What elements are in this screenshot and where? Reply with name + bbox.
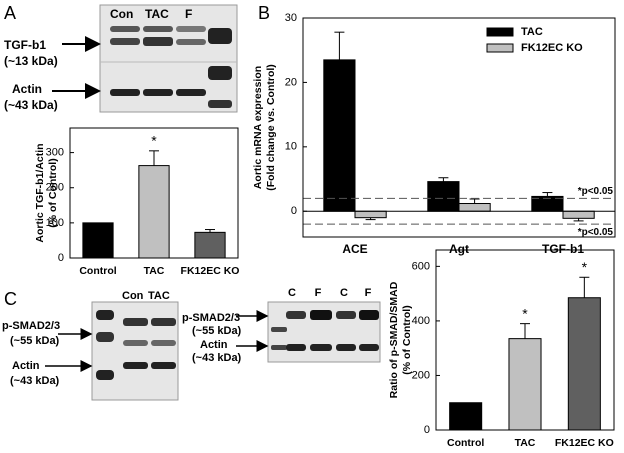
- row-label: Actin: [12, 82, 42, 96]
- y-tick-label: 30: [285, 12, 297, 24]
- panel-label: C: [4, 289, 17, 309]
- bar: [427, 181, 460, 212]
- blot: C F C F p-SMAD2/3 (~55 kDa) Actin (~43 k…: [182, 287, 381, 364]
- plot-frame: [302, 17, 616, 238]
- legend-swatch: [486, 27, 514, 37]
- y-tick-label: 100: [46, 217, 64, 229]
- annotation: *: [151, 133, 157, 149]
- bar: [508, 338, 542, 431]
- bar: [449, 402, 483, 431]
- row-label: p-SMAD2/3: [2, 320, 60, 332]
- bar: [194, 231, 226, 259]
- x-tick-label: FK12EC KO: [555, 437, 614, 449]
- x-tick-label: ACE: [342, 242, 367, 256]
- lane-label: TAC: [148, 290, 170, 302]
- y-tick-label: 300: [46, 147, 64, 159]
- x-tick-label: FK12EC KO: [181, 265, 240, 277]
- bar: [138, 165, 170, 259]
- x-tick-label: TAC: [515, 437, 536, 449]
- blot: Con TAC p-SMAD2/3 (~55 kDa) Actin (~43 k…: [2, 290, 179, 401]
- bar: [323, 59, 356, 212]
- annotation: *: [522, 305, 528, 321]
- lane-label: Con: [110, 7, 133, 21]
- reference-label: *p<0.05: [578, 186, 614, 197]
- bar: [562, 210, 595, 219]
- blot: Con TAC F TGF-b1 (~13 kDa) Actin (~43 kD…: [4, 4, 238, 113]
- row-label: TGF-b1: [4, 38, 46, 52]
- y-tick-label: 0: [58, 252, 64, 264]
- y-axis-label: (% of Control): [47, 158, 59, 227]
- row-label: (~55 kDa): [10, 335, 60, 347]
- x-tick-label: Agt: [449, 242, 469, 256]
- row-label: (~43 kDa): [10, 375, 60, 387]
- x-tick-label: TGF-b1: [542, 242, 584, 256]
- row-label: p-SMAD2/3: [182, 312, 240, 324]
- reference-label: *p<0.05: [578, 227, 614, 238]
- bar: [354, 210, 387, 219]
- row-label: (~43 kDa): [4, 98, 58, 112]
- annotation: *: [582, 259, 588, 275]
- panel-label: A: [4, 3, 16, 23]
- y-tick-label: 200: [412, 369, 430, 381]
- plot-frame: [435, 249, 615, 431]
- y-tick-label: 10: [285, 141, 297, 153]
- legend-label: TAC: [521, 26, 543, 38]
- y-axis-label: Ratio of p-SMAD/SMAD: [388, 281, 400, 398]
- y-tick-label: 0: [291, 205, 297, 217]
- y-tick-label: 0: [424, 424, 430, 436]
- lane-label: TAC: [145, 7, 169, 21]
- bar: [567, 297, 601, 431]
- row-label: Actin: [200, 339, 228, 351]
- y-axis-label: Aortic TGF-b1/Actin: [34, 143, 46, 242]
- row-label: (~43 kDa): [192, 352, 242, 364]
- legend-label: FK12EC KO: [521, 42, 583, 54]
- x-tick-label: Control: [79, 265, 116, 277]
- lane-label: F: [185, 7, 192, 21]
- y-axis-label: (Fold change vs. Control): [265, 64, 277, 191]
- plot-frame: [69, 127, 239, 259]
- bar: [458, 203, 491, 212]
- row-label: (~55 kDa): [192, 325, 242, 337]
- y-axis-label: (% of Control): [401, 305, 413, 374]
- bar: [82, 222, 114, 259]
- x-tick-label: Control: [447, 437, 484, 449]
- panel-label: B: [258, 3, 270, 23]
- x-tick-label: TAC: [144, 265, 165, 277]
- lane-label: F: [315, 287, 322, 299]
- lane-label: F: [365, 287, 372, 299]
- y-tick-label: 400: [412, 315, 430, 327]
- y-axis-label: Aortic mRNA expression: [252, 66, 264, 189]
- lane-label: Con: [122, 290, 144, 302]
- row-label: Actin: [12, 360, 40, 372]
- y-tick-label: 600: [412, 260, 430, 272]
- y-tick-label: 20: [285, 76, 297, 88]
- y-tick-label: 200: [46, 182, 64, 194]
- lane-label: C: [340, 287, 348, 299]
- legend-swatch: [486, 43, 514, 53]
- lane-label: C: [288, 287, 296, 299]
- row-label: (~13 kDa): [4, 54, 58, 68]
